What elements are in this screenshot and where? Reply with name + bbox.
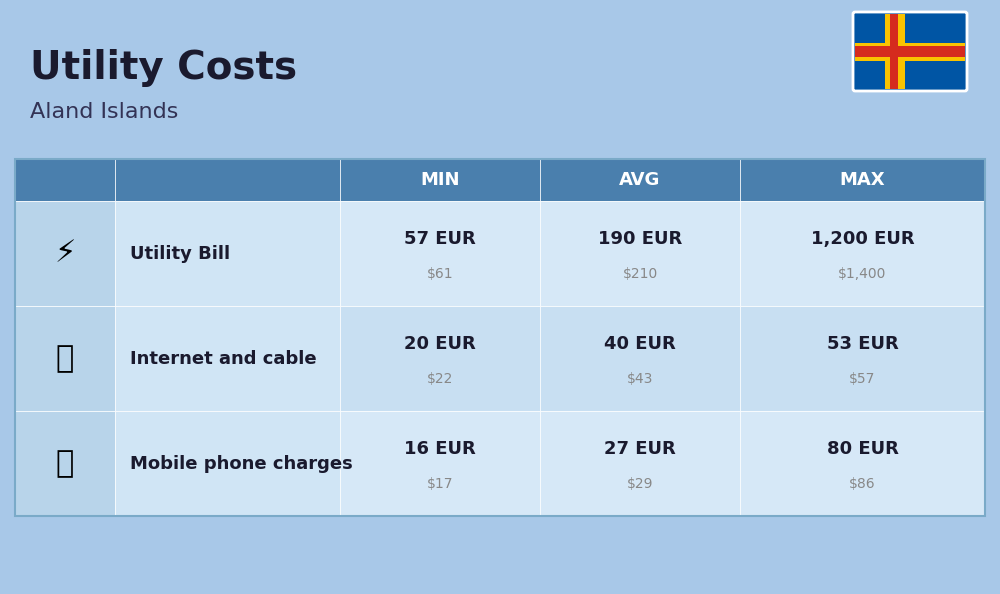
FancyBboxPatch shape — [740, 306, 985, 411]
Text: Utility Bill: Utility Bill — [130, 245, 230, 263]
Text: $1,400: $1,400 — [838, 267, 887, 280]
Text: Mobile phone charges: Mobile phone charges — [130, 454, 353, 472]
Text: AVG: AVG — [619, 171, 661, 189]
Text: 53 EUR: 53 EUR — [827, 334, 898, 352]
FancyBboxPatch shape — [15, 411, 115, 516]
Text: Aland Islands: Aland Islands — [30, 102, 178, 122]
FancyBboxPatch shape — [340, 306, 540, 411]
FancyBboxPatch shape — [540, 159, 740, 201]
FancyBboxPatch shape — [340, 201, 540, 306]
FancyBboxPatch shape — [115, 159, 340, 201]
FancyBboxPatch shape — [15, 411, 985, 516]
FancyBboxPatch shape — [855, 43, 965, 61]
Text: 📡: 📡 — [56, 344, 74, 373]
Text: MIN: MIN — [420, 171, 460, 189]
Text: $210: $210 — [622, 267, 658, 280]
FancyBboxPatch shape — [885, 14, 905, 89]
Text: $43: $43 — [627, 371, 653, 386]
Text: $61: $61 — [427, 267, 453, 280]
FancyBboxPatch shape — [740, 411, 985, 516]
FancyBboxPatch shape — [15, 306, 985, 411]
FancyBboxPatch shape — [15, 201, 115, 306]
FancyBboxPatch shape — [540, 306, 740, 411]
Text: MAX: MAX — [840, 171, 885, 189]
Text: ⚡: ⚡ — [54, 239, 76, 268]
Text: 80 EUR: 80 EUR — [827, 440, 898, 457]
Text: Utility Costs: Utility Costs — [30, 49, 297, 87]
FancyBboxPatch shape — [340, 159, 540, 201]
Text: 📱: 📱 — [56, 449, 74, 478]
FancyBboxPatch shape — [855, 46, 965, 57]
FancyBboxPatch shape — [115, 306, 340, 411]
FancyBboxPatch shape — [740, 201, 985, 306]
FancyBboxPatch shape — [740, 159, 985, 201]
Text: 57 EUR: 57 EUR — [404, 229, 476, 248]
FancyBboxPatch shape — [115, 411, 340, 516]
Text: $86: $86 — [849, 476, 876, 491]
FancyBboxPatch shape — [340, 411, 540, 516]
Text: $29: $29 — [627, 476, 653, 491]
FancyBboxPatch shape — [890, 14, 898, 89]
Text: $57: $57 — [849, 371, 876, 386]
Text: $22: $22 — [427, 371, 453, 386]
Text: 20 EUR: 20 EUR — [404, 334, 476, 352]
Text: Internet and cable: Internet and cable — [130, 349, 317, 368]
Text: 190 EUR: 190 EUR — [598, 229, 682, 248]
FancyBboxPatch shape — [15, 306, 115, 411]
FancyBboxPatch shape — [15, 201, 985, 306]
FancyBboxPatch shape — [540, 411, 740, 516]
Text: 27 EUR: 27 EUR — [604, 440, 676, 457]
Text: 16 EUR: 16 EUR — [404, 440, 476, 457]
FancyBboxPatch shape — [540, 201, 740, 306]
FancyBboxPatch shape — [115, 201, 340, 306]
Text: 1,200 EUR: 1,200 EUR — [811, 229, 914, 248]
Text: $17: $17 — [427, 476, 453, 491]
FancyBboxPatch shape — [853, 12, 967, 91]
FancyBboxPatch shape — [15, 159, 115, 201]
Text: 40 EUR: 40 EUR — [604, 334, 676, 352]
